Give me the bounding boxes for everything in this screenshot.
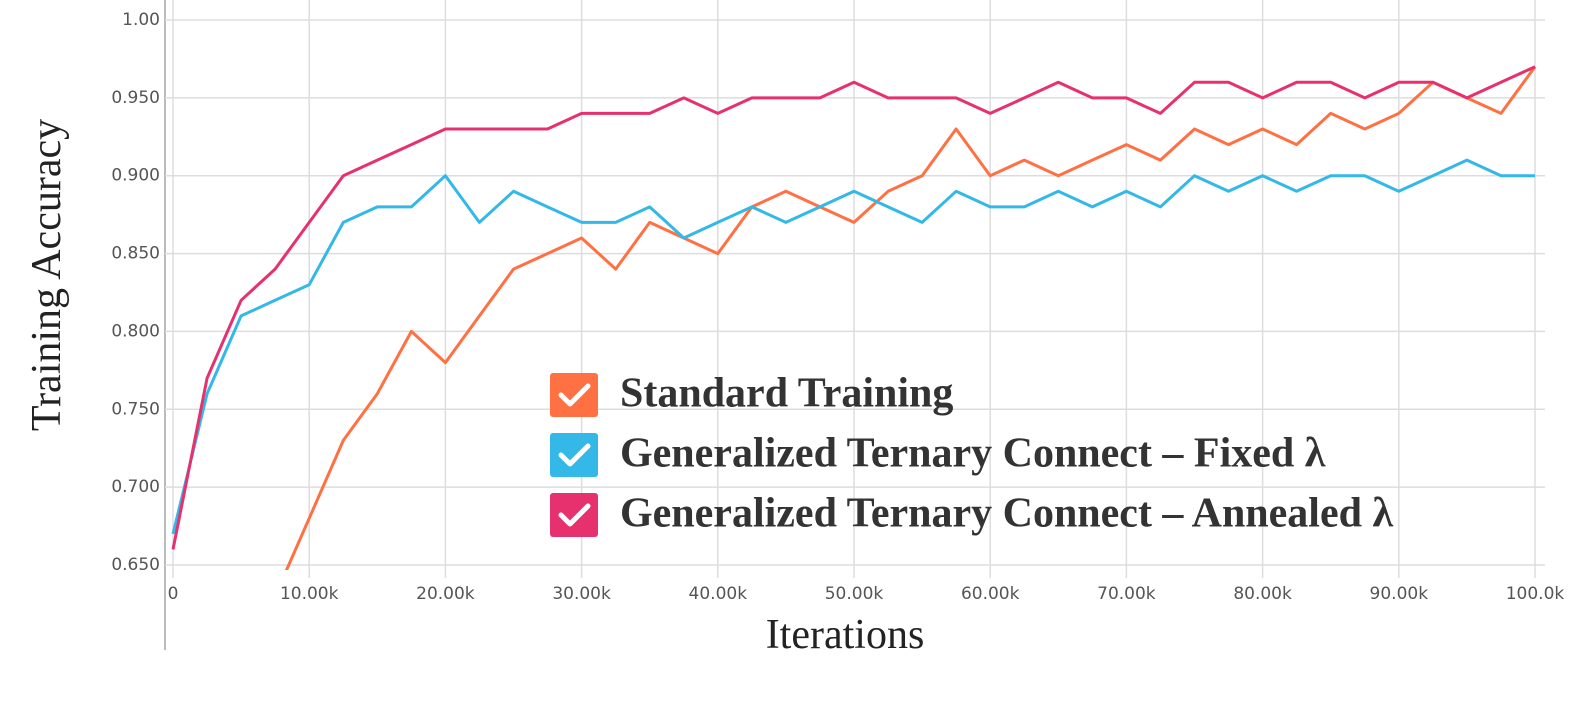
- y-tick-label: 1.00: [122, 10, 160, 30]
- legend-check: [558, 443, 591, 467]
- legend-label: Standard Training: [620, 371, 953, 417]
- x-tick-label: 20.00k: [416, 584, 475, 604]
- x-tick-label: 40.00k: [689, 584, 748, 604]
- series-line: [171, 65, 1536, 550]
- x-tick-label: 30.00k: [552, 584, 611, 604]
- y-tick-label: 0.900: [111, 166, 160, 186]
- y-tick-label: 0.850: [111, 244, 160, 264]
- legend-check: [558, 383, 591, 407]
- x-axis-label: Iterations: [766, 612, 925, 658]
- y-tick-label: 0.800: [111, 321, 160, 341]
- series-line: [171, 158, 1535, 535]
- y-tick-label: 0.950: [111, 88, 160, 108]
- x-tick-label: 10.00k: [280, 584, 339, 604]
- x-tick-label: 0: [168, 584, 179, 604]
- legend-check: [558, 503, 591, 527]
- legend-swatch: [550, 373, 598, 417]
- legend-label: Generalized Ternary Connect – Annealed λ: [620, 491, 1393, 537]
- legend-swatch: [550, 433, 598, 477]
- series-line: [284, 65, 1537, 570]
- x-tick-label: 60.00k: [961, 584, 1020, 604]
- legend-label: Generalized Ternary Connect – Fixed λ: [620, 431, 1326, 477]
- x-tick-label: 80.00k: [1233, 584, 1292, 604]
- x-tick-label: 70.00k: [1097, 584, 1156, 604]
- legend-swatch: [550, 493, 598, 537]
- x-tick-label: 50.00k: [825, 584, 884, 604]
- y-tick-label: 0.750: [111, 399, 160, 419]
- x-tick-label: 100.0k: [1506, 584, 1565, 604]
- y-tick-label: 0.700: [111, 477, 160, 497]
- y-axis-label: Training Accuracy: [24, 119, 70, 431]
- y-tick-label: 0.650: [111, 555, 160, 575]
- x-tick-label: 90.00k: [1370, 584, 1429, 604]
